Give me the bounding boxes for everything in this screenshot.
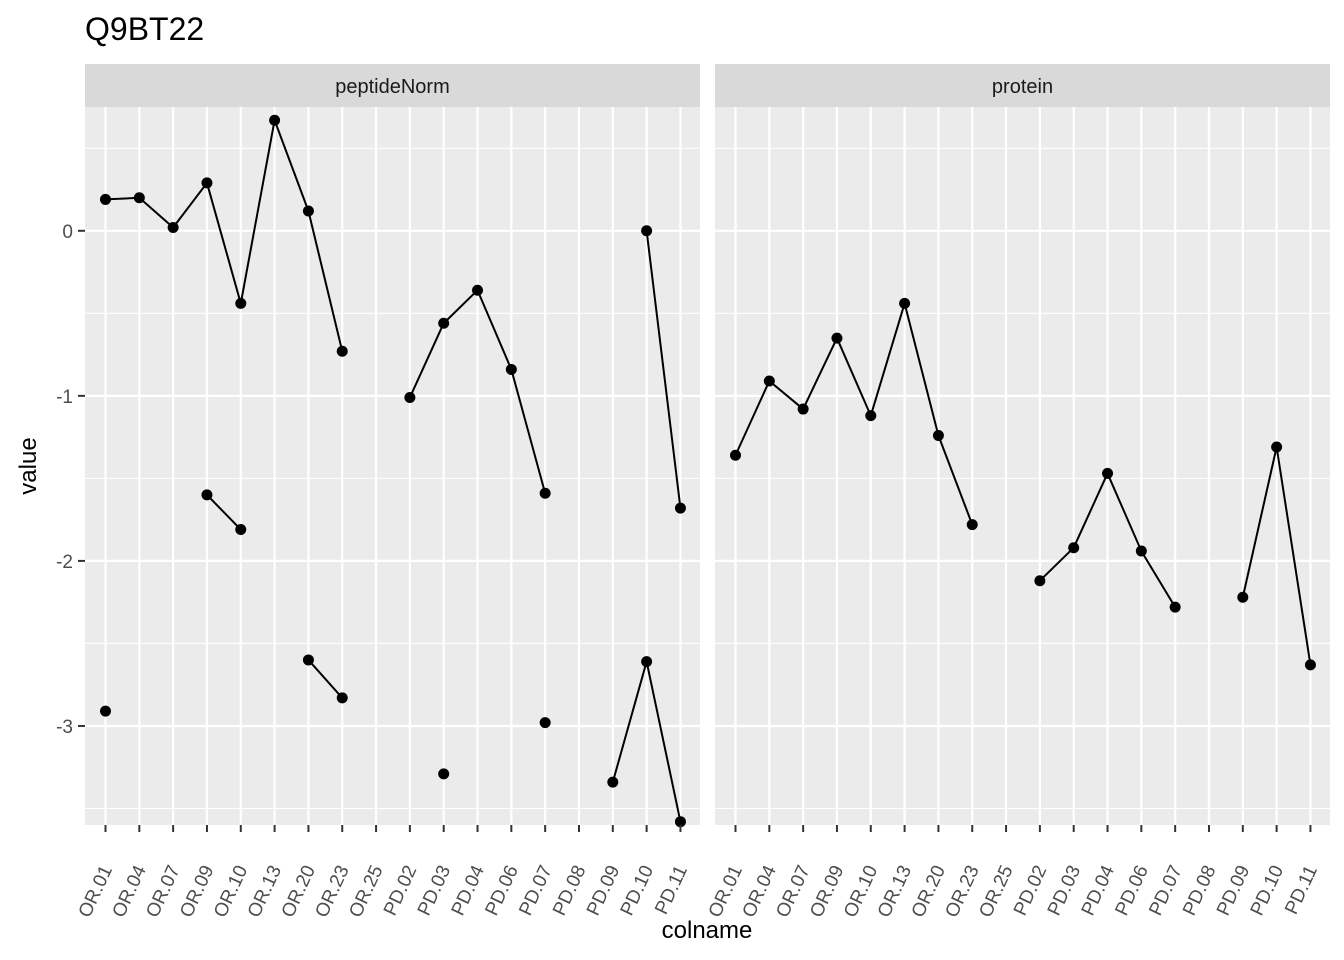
data-point <box>1068 542 1080 554</box>
series-line-segment <box>802 337 838 410</box>
series-line-segment <box>443 289 479 324</box>
series-line-segment <box>734 380 771 456</box>
data-point <box>641 656 653 668</box>
data-point <box>831 332 843 344</box>
facet-strip-label: peptideNorm <box>335 76 450 98</box>
series-line-segment <box>105 196 140 201</box>
series-line-segment <box>1039 546 1075 582</box>
series-line-segment <box>1275 446 1312 666</box>
series-line-segment <box>1241 446 1278 598</box>
data-point <box>674 502 686 514</box>
data-point <box>797 403 809 415</box>
facet-panels: peptideNormOR.01OR.04OR.07OR.09OR.10OR.1… <box>56 64 1330 921</box>
y-tick-label: -3 <box>56 717 73 738</box>
data-point <box>472 284 484 296</box>
data-point <box>100 705 111 717</box>
data-point <box>133 192 145 204</box>
data-point <box>404 392 416 404</box>
data-point <box>201 489 213 501</box>
chart-title: Q9BT22 <box>85 11 204 47</box>
series-line-segment <box>476 289 513 370</box>
facet-strip-label: protein <box>992 76 1053 98</box>
data-point <box>674 816 686 828</box>
data-point <box>1169 601 1181 613</box>
data-point <box>167 221 179 233</box>
data-point <box>932 429 944 441</box>
data-point <box>302 654 314 666</box>
series-line-segment <box>510 369 547 494</box>
data-point <box>336 345 348 357</box>
data-point <box>539 487 551 499</box>
series-line-segment <box>903 303 940 436</box>
data-point <box>607 776 619 788</box>
data-point <box>1034 575 1046 587</box>
x-tick-label: PD.11 <box>1281 862 1322 917</box>
series-line-segment <box>138 197 174 229</box>
data-point <box>641 225 653 237</box>
series-line-segment <box>768 380 804 410</box>
data-point <box>1135 545 1147 557</box>
y-tick-label: 0 <box>62 222 73 243</box>
panel-background <box>715 107 1330 825</box>
data-point <box>438 317 450 329</box>
y-axis-title: value <box>15 437 42 494</box>
data-point <box>1237 591 1249 603</box>
data-point <box>966 519 978 531</box>
data-point <box>865 410 877 422</box>
series-line-segment <box>239 120 276 304</box>
x-axis-title: colname <box>662 917 753 944</box>
data-point <box>302 205 314 217</box>
facet-strip <box>85 64 700 107</box>
data-point <box>269 114 281 126</box>
data-point <box>1271 441 1283 453</box>
data-point <box>201 177 213 189</box>
series-line-segment <box>206 494 242 531</box>
y-tick-label: -1 <box>56 387 73 408</box>
series-line-segment <box>645 661 682 822</box>
series-line-segment <box>205 182 242 304</box>
data-point <box>899 297 911 309</box>
data-point <box>730 449 741 461</box>
series-line-segment <box>645 230 682 509</box>
series-line-segment <box>1140 550 1177 608</box>
panel-peptideNorm: peptideNormOR.01OR.04OR.07OR.09OR.10OR.1… <box>56 64 700 921</box>
series-line-segment <box>937 435 974 525</box>
panel-background <box>85 107 700 825</box>
series-line-segment <box>408 322 445 398</box>
data-point <box>763 375 775 387</box>
series-line-segment <box>869 303 906 416</box>
series-line-segment <box>172 182 208 229</box>
data-point <box>235 524 247 536</box>
data-point <box>1304 659 1316 671</box>
series-line-segment <box>1072 473 1109 549</box>
data-point <box>505 363 517 375</box>
data-point <box>336 692 348 704</box>
series-line-segment <box>307 659 343 699</box>
data-point <box>100 193 111 205</box>
facet-strip <box>715 64 1330 107</box>
x-tick-label: PD.11 <box>651 862 692 917</box>
series-line-segment <box>1106 473 1143 552</box>
data-point <box>438 768 450 780</box>
y-tick-label: -2 <box>56 552 73 573</box>
series-line-segment <box>273 119 310 212</box>
series-line-segment <box>836 337 872 417</box>
data-point <box>235 297 247 309</box>
data-point <box>1102 467 1114 479</box>
series-line-segment <box>611 661 648 783</box>
series-line-segment <box>307 210 344 352</box>
data-point <box>539 717 551 729</box>
panel-protein: proteinOR.01OR.04OR.07OR.09OR.10OR.13OR.… <box>705 64 1330 921</box>
